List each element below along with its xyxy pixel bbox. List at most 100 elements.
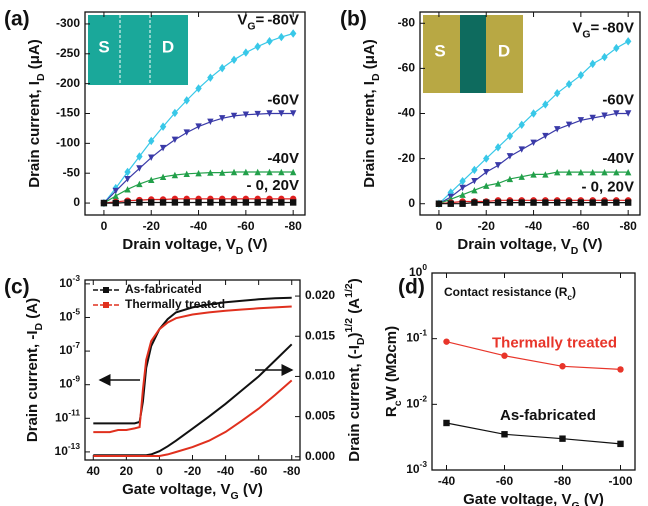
tick-exp: 0 [422, 262, 427, 272]
y-tick-label: 10-7 [59, 340, 80, 357]
x-axis-label: Drain voltage, VD (V) [122, 236, 267, 257]
y-axis-label-part: Drain current, I [361, 81, 378, 188]
marker [219, 64, 225, 72]
tick-base: 0.010 [305, 369, 335, 383]
label-name: -80V [602, 19, 634, 36]
y-axis-label-part: R [383, 406, 400, 417]
marker [495, 199, 501, 205]
tick-base: 10 [59, 377, 73, 391]
panel-label: (a) [4, 8, 30, 31]
inset-label: D [498, 41, 510, 60]
marker [254, 42, 260, 50]
marker [559, 363, 565, 369]
marker [448, 201, 454, 207]
legend-label: As-fabricated [125, 282, 202, 296]
tick-exp: -13 [68, 441, 80, 451]
marker [172, 199, 178, 205]
x-tick-label: -60 [496, 474, 514, 488]
x-tick-label: -60 [250, 464, 268, 478]
marker [160, 199, 166, 205]
x-axis-label-part: G [231, 490, 239, 502]
marker [613, 44, 619, 52]
marker [530, 140, 536, 146]
y2-axis-label-part: ) [346, 278, 363, 283]
marker [266, 37, 272, 45]
x-axis-label: Gate voltage, VG (V) [463, 491, 604, 506]
marker [195, 199, 201, 205]
y-axis-label-part: (μA) [26, 39, 43, 73]
series-line [93, 380, 291, 456]
x-tick-label: -80 [620, 219, 638, 233]
x-tick-label: -40 [190, 219, 208, 233]
label-name: -40V [602, 150, 634, 167]
x-axis-label: Drain voltage, VD (V) [457, 236, 602, 257]
y-tick-label: -50 [63, 165, 81, 179]
series-label: - 0, 20V [581, 178, 634, 195]
marker [243, 199, 249, 205]
marker [589, 199, 595, 205]
marker [184, 199, 190, 205]
label-prefix: G [582, 28, 590, 40]
y-tick-label: -100 [56, 136, 80, 150]
tick-base: 10 [59, 276, 73, 290]
marker [566, 199, 572, 205]
annotation-part: Contact resistance (R [444, 285, 568, 299]
y2-axis-label-part: (A [346, 298, 363, 318]
tick-exp: -1 [420, 328, 428, 338]
marker [495, 162, 501, 168]
marker [113, 200, 119, 206]
marker [124, 186, 130, 192]
series-label: Thermally treated [492, 335, 617, 352]
figure: S D S D (a)0-20-40-60-800-50-100-150-200… [0, 0, 648, 506]
label-prefix: V [237, 11, 247, 28]
marker [290, 29, 296, 37]
tick-base: 0.020 [305, 288, 335, 302]
tick-base: 10 [409, 265, 423, 279]
marker [219, 199, 225, 205]
marker [195, 123, 201, 129]
inset-a: S D [88, 15, 188, 85]
label-prefix: = [256, 11, 265, 28]
x-axis-label-part: (V) [580, 491, 604, 506]
marker [207, 119, 213, 125]
tick-base: 10 [59, 310, 73, 324]
inset-label: D [162, 37, 174, 56]
label-prefix: G [247, 20, 255, 32]
marker [542, 133, 548, 139]
x-tick-label: -40 [217, 464, 235, 478]
y-tick-label: -40 [398, 106, 416, 120]
marker [254, 199, 260, 205]
marker [601, 53, 607, 61]
x-tick-label: 0 [156, 464, 163, 478]
series-label: VG=-80V [237, 11, 299, 32]
y-tick-label: -250 [56, 46, 80, 60]
x-axis-label-part: Gate voltage, V [463, 491, 571, 506]
y-tick-label: 0.010 [305, 369, 335, 383]
x-tick-label: -80 [285, 219, 303, 233]
tick-base: 10 [406, 331, 420, 345]
marker [554, 126, 560, 132]
y-tick-label: 10-11 [55, 408, 80, 425]
x-axis-label-part: (V) [243, 236, 267, 253]
marker [559, 435, 565, 441]
x-tick-label: -100 [608, 474, 632, 488]
y-tick-label: -60 [398, 61, 416, 75]
tick-exp: -3 [73, 273, 81, 283]
label-name: - 0, 20V [246, 177, 299, 194]
x-tick-label: -20 [184, 464, 202, 478]
legend-marker [103, 287, 109, 293]
y-axis-label: Drain current, ID (μA) [26, 39, 47, 187]
series-label: -60V [267, 91, 299, 108]
tick-exp: -9 [73, 374, 81, 384]
series-label: -60V [602, 91, 634, 108]
y-axis-label-part: Drain current, I [26, 81, 43, 188]
label-name: -80V [267, 11, 299, 28]
marker [266, 199, 272, 205]
x-tick-label: -60 [572, 219, 590, 233]
marker [231, 199, 237, 205]
tick-base: 10 [55, 444, 69, 458]
marker [471, 199, 477, 205]
tick-exp: -2 [420, 394, 428, 404]
x-tick-label: 40 [87, 464, 101, 478]
marker [124, 199, 130, 205]
